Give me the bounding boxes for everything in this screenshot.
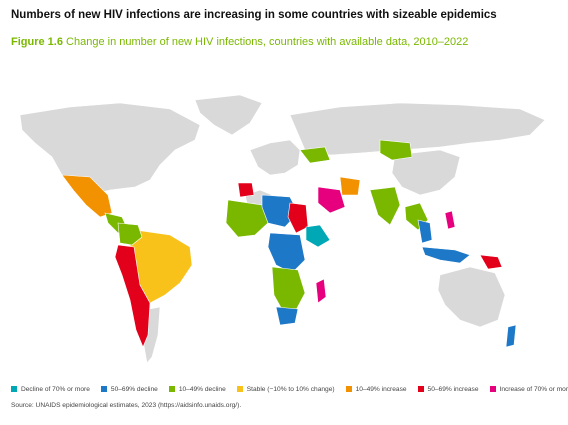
- legend-item-increase70: Increase of 70% or more: [489, 385, 568, 393]
- legend-swatch: [236, 386, 243, 392]
- figure-label: Figure 1.6: [11, 36, 63, 48]
- no-data-land: [19, 95, 546, 364]
- data-regions: [61, 139, 517, 348]
- legend-swatch: [168, 386, 175, 392]
- headline: Numbers of new HIV infections are increa…: [11, 9, 497, 21]
- legend-item-increase50: 50–69% increase: [417, 385, 479, 393]
- madagascar: [315, 278, 327, 304]
- north-africa-region: [237, 182, 255, 198]
- legend-swatch: [100, 386, 107, 392]
- legend-item-decline50: 50–69% decline: [100, 385, 158, 393]
- canada-usa: [19, 102, 201, 196]
- legend-item-increase10: 10–49% increase: [345, 385, 407, 393]
- china-region: [391, 149, 461, 196]
- russia: [289, 102, 546, 156]
- legend-swatch: [489, 386, 496, 392]
- world-map-svg: [19, 95, 546, 364]
- legend-item-decline70: Decline of 70% or more: [11, 386, 90, 393]
- legend-swatch: [11, 386, 17, 392]
- figure-caption: Change in number of new HIV infections, …: [66, 36, 469, 48]
- south-africa-region: [275, 306, 299, 326]
- papua-region: [479, 254, 503, 270]
- europe: [249, 139, 301, 176]
- iran-region: [339, 176, 361, 196]
- legend-label: Increase of 70% or more: [499, 385, 568, 393]
- legend-swatch: [417, 386, 424, 392]
- legend-label: 10–49% increase: [355, 385, 407, 393]
- legend: Decline of 70% or more 50–69% decline 10–4…: [11, 383, 568, 395]
- central-asia-region: [379, 139, 413, 161]
- legend-item-decline10: 10–49% decline: [168, 385, 226, 393]
- legend-swatch: [345, 386, 352, 392]
- australia: [437, 266, 506, 328]
- southern-africa-region: [271, 266, 306, 314]
- andes-region: [114, 244, 151, 348]
- philippines-region: [444, 210, 456, 230]
- figure-title: Figure 1.6 Change in number of new HIV i…: [11, 36, 468, 48]
- arabia-region: [317, 186, 346, 214]
- legend-label: 50–69% increase: [427, 385, 479, 393]
- source-note: Source: UNAIDS epidemiological estimates…: [11, 402, 242, 409]
- legend-label: 10–49% decline: [178, 385, 226, 393]
- indonesia-region: [421, 246, 471, 264]
- colombia-region: [117, 222, 143, 246]
- new-zealand: [505, 324, 517, 348]
- sudan-region: [287, 202, 309, 234]
- indochina-region: [417, 219, 433, 244]
- world-map: [0, 95, 568, 370]
- india-region: [369, 186, 401, 226]
- legend-label: Decline of 70% or more: [21, 385, 90, 393]
- legend-item-stable: Stable (−10% to 10% change): [236, 385, 335, 393]
- greenland: [194, 95, 263, 136]
- legend-label: 50–69% decline: [110, 385, 158, 393]
- legend-label: Stable (−10% to 10% change): [246, 385, 335, 393]
- ukraine-region: [299, 146, 331, 164]
- horn-region: [305, 224, 331, 248]
